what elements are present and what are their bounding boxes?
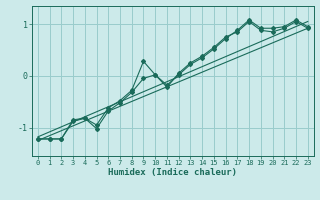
X-axis label: Humidex (Indice chaleur): Humidex (Indice chaleur): [108, 168, 237, 177]
